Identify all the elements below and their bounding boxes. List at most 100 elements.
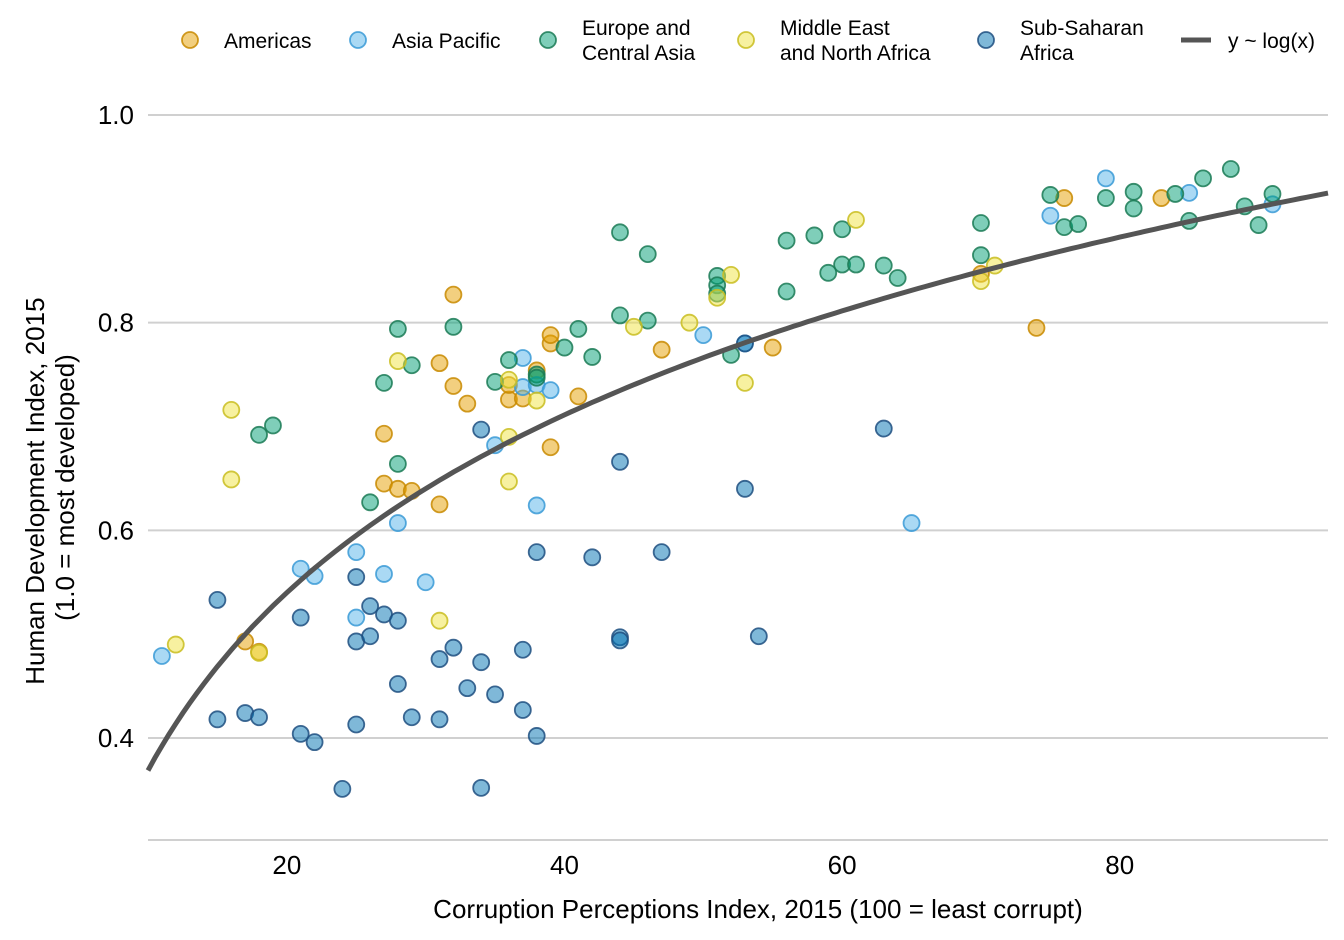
point-asia-pacific <box>694 326 713 345</box>
legend-label-sub-saharan-africa: Sub-Saharan <box>1020 17 1144 40</box>
point-americas <box>430 495 449 514</box>
point-americas <box>458 394 477 413</box>
point-europe-and-central-asia <box>805 226 824 245</box>
point-sub-saharan-africa <box>652 543 671 562</box>
point-middle-east-and-north-africa <box>847 210 865 229</box>
point-europe-and-central-asia <box>833 220 852 239</box>
point-sub-saharan-africa <box>250 708 268 727</box>
point-europe-and-central-asia <box>847 255 865 274</box>
legend-label-middle-east-and-north-africa: and North Africa <box>780 42 931 65</box>
data-points <box>152 160 1282 798</box>
point-europe-and-central-asia <box>1124 199 1143 218</box>
point-asia-pacific <box>375 565 393 583</box>
point-sub-saharan-africa <box>333 779 352 798</box>
point-sub-saharan-africa <box>361 627 380 646</box>
point-europe-and-central-asia <box>888 269 907 287</box>
point-europe-and-central-asia <box>1249 216 1268 234</box>
y-tick-label: 0.4 <box>98 723 134 753</box>
point-sub-saharan-africa <box>388 611 407 630</box>
point-europe-and-central-asia <box>361 493 380 512</box>
point-americas <box>652 340 671 359</box>
point-sub-saharan-africa <box>749 627 768 646</box>
point-sub-saharan-africa <box>611 452 629 471</box>
point-middle-east-and-north-africa <box>222 400 241 419</box>
point-europe-and-central-asia <box>388 454 407 473</box>
point-middle-east-and-north-africa <box>500 370 518 389</box>
point-asia-pacific <box>527 496 546 515</box>
y-tick-labels: 0.4 0.6 0.8 1.0 <box>98 100 134 753</box>
point-europe-and-central-asia <box>777 282 796 301</box>
point-asia-pacific <box>1041 206 1060 225</box>
point-asia-pacific <box>347 543 366 562</box>
point-sub-saharan-africa <box>347 568 366 586</box>
point-sub-saharan-africa <box>472 420 491 439</box>
legend-entry-asia-pacific: Asia Pacific <box>349 30 501 53</box>
point-middle-east-and-north-africa <box>166 635 185 654</box>
point-sub-saharan-africa <box>486 685 504 704</box>
point-middle-east-and-north-africa <box>222 470 241 489</box>
point-europe-and-central-asia <box>569 319 588 338</box>
x-tick-label: 60 <box>828 850 857 880</box>
y-tick-label: 1.0 <box>98 100 134 130</box>
point-sub-saharan-africa <box>208 591 227 609</box>
point-asia-pacific <box>347 608 366 627</box>
point-europe-and-central-asia <box>1194 169 1212 188</box>
point-europe-and-central-asia <box>1263 185 1282 203</box>
x-tick-labels: 20 40 60 80 <box>272 850 1134 880</box>
point-europe-and-central-asia <box>1096 189 1115 207</box>
point-sub-saharan-africa <box>388 675 407 693</box>
point-europe-and-central-asia <box>264 416 282 435</box>
point-europe-and-central-asia <box>1166 185 1185 203</box>
point-europe-and-central-asia <box>388 319 407 338</box>
legend-key-sub-saharan-africa <box>977 31 995 49</box>
legend-key-asia-pacific <box>349 31 367 49</box>
legend-label-europe-and-central-asia: Europe and <box>582 17 691 40</box>
point-europe-and-central-asia <box>250 425 268 444</box>
point-middle-east-and-north-africa <box>527 391 546 410</box>
point-europe-and-central-asia <box>777 231 796 250</box>
point-asia-pacific <box>291 559 310 578</box>
point-middle-east-and-north-africa <box>736 373 754 392</box>
point-sub-saharan-africa <box>430 650 449 668</box>
legend-entry-trend: y ~ log(x) <box>1181 30 1315 53</box>
point-sub-saharan-africa <box>208 710 227 729</box>
x-axis-title: Corruption Perceptions Index, 2015 (100 … <box>433 894 1083 924</box>
point-sub-saharan-africa <box>402 708 421 727</box>
point-asia-pacific <box>416 573 435 592</box>
legend-key-europe-and-central-asia <box>539 31 557 49</box>
point-sub-saharan-africa <box>874 419 893 438</box>
point-sub-saharan-africa <box>611 631 629 650</box>
x-tick-label: 40 <box>550 850 579 880</box>
y-tick-label: 0.8 <box>98 308 134 338</box>
legend-label-asia-pacific: Asia Pacific <box>392 30 501 53</box>
point-sub-saharan-africa <box>513 701 532 719</box>
legend-entry-americas: Americas <box>181 30 312 53</box>
point-americas <box>430 354 449 373</box>
point-sub-saharan-africa <box>527 727 546 745</box>
point-americas <box>569 387 588 406</box>
point-europe-and-central-asia <box>972 214 990 232</box>
point-americas <box>444 285 463 304</box>
point-asia-pacific <box>388 514 407 532</box>
point-sub-saharan-africa <box>527 543 546 562</box>
point-europe-and-central-asia <box>819 263 838 282</box>
point-asia-pacific <box>541 381 560 400</box>
point-americas <box>763 338 782 357</box>
point-americas <box>541 438 560 457</box>
point-middle-east-and-north-africa <box>680 313 699 332</box>
point-middle-east-and-north-africa <box>250 643 268 662</box>
point-americas <box>541 326 560 345</box>
point-asia-pacific <box>1096 169 1115 188</box>
point-asia-pacific <box>902 514 921 532</box>
point-europe-and-central-asia <box>527 368 546 387</box>
point-europe-and-central-asia <box>375 373 393 392</box>
point-europe-and-central-asia <box>611 306 629 325</box>
point-europe-and-central-asia <box>874 256 893 275</box>
point-sub-saharan-africa <box>513 640 532 659</box>
point-americas <box>444 377 463 395</box>
point-europe-and-central-asia <box>638 245 657 264</box>
